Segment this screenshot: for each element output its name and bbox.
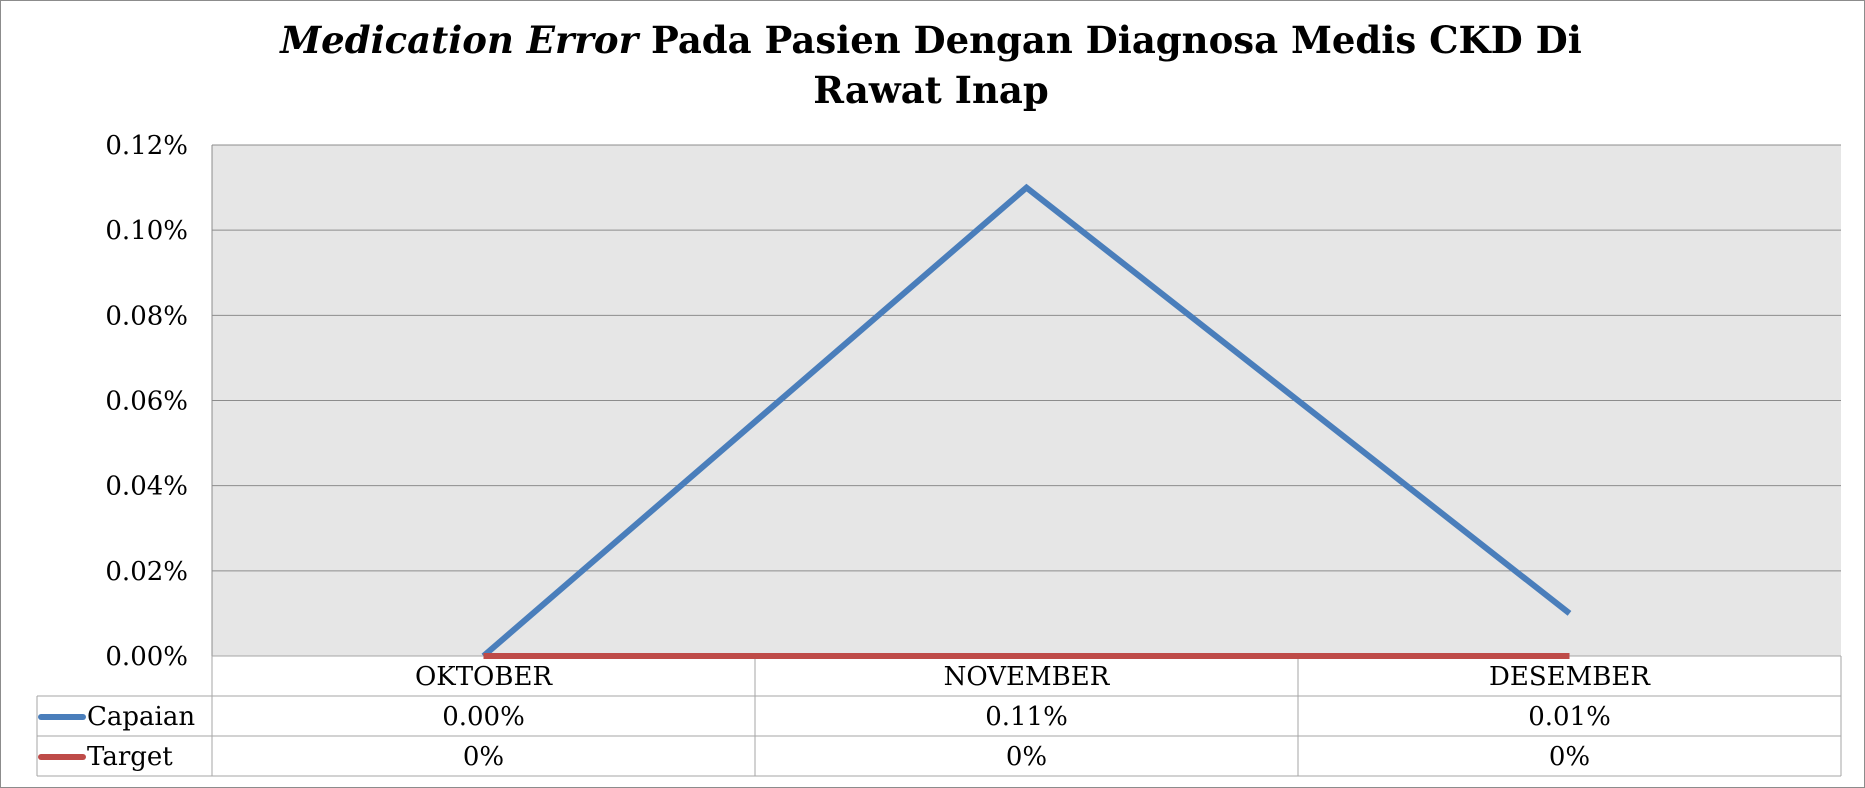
table-value: 0%: [1549, 742, 1590, 772]
table-value: 0%: [463, 742, 504, 772]
y-tick-label: 0.12%: [105, 131, 188, 161]
legend-label: Target: [87, 742, 173, 772]
chart-title-line2: Rawat Inap: [813, 68, 1049, 112]
chart-title-italic: Medication Error: [280, 18, 639, 62]
chart-title-line1: Pada Pasien Dengan Diagnosa Medis CKD Di: [638, 18, 1582, 62]
x-category-label: NOVEMBER: [944, 662, 1111, 692]
y-tick-label: 0.02%: [105, 557, 188, 587]
table-value: 0%: [1006, 742, 1047, 772]
x-category-label: DESEMBER: [1489, 662, 1651, 692]
y-tick-label: 0.00%: [105, 642, 188, 672]
y-tick-label: 0.04%: [105, 472, 188, 502]
y-tick-label: 0.10%: [105, 216, 188, 246]
chart-title: Medication Error Pada Pasien Dengan Diag…: [161, 15, 1701, 115]
y-tick-label: 0.06%: [105, 387, 188, 417]
y-tick-label: 0.08%: [105, 301, 188, 331]
table-value: 0.11%: [985, 702, 1068, 732]
legend-label: Capaian: [87, 702, 195, 732]
table-value: 0.01%: [1528, 702, 1611, 732]
table-value: 0.00%: [442, 702, 525, 732]
x-category-label: OKTOBER: [415, 662, 553, 692]
